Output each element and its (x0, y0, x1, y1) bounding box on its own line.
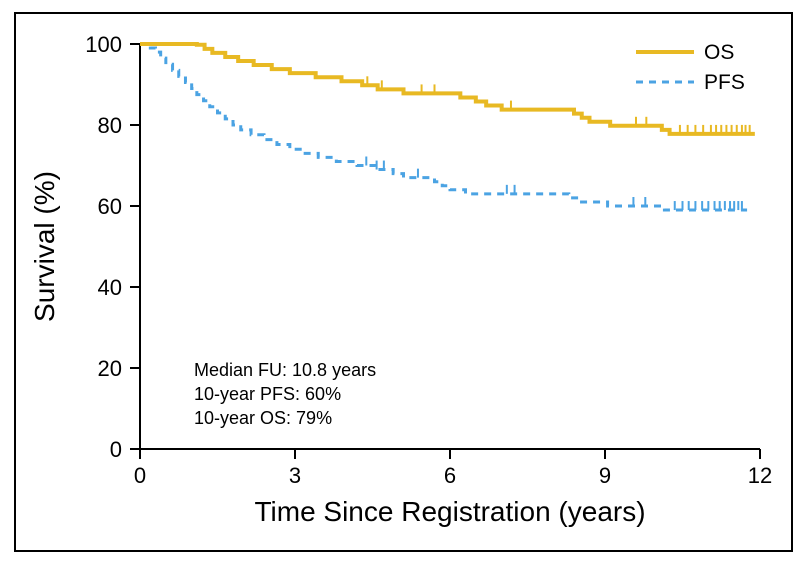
chart-frame: 0 3 6 9 12 0 20 40 60 80 100 Time Since Registratio… (14, 12, 793, 552)
survival-chart: 0 3 6 9 12 0 20 40 60 80 100 Time Since Registratio… (16, 14, 791, 550)
svg-text:Time Since Registration (years: Time Since Registration (years) (254, 496, 645, 527)
svg-text:9: 9 (599, 463, 611, 488)
svg-text:6: 6 (444, 463, 456, 488)
svg-text:0: 0 (134, 463, 146, 488)
svg-text:60: 60 (98, 194, 122, 219)
svg-text:Median FU: 10.8 years: Median FU: 10.8 years (194, 360, 376, 380)
svg-text:80: 80 (98, 113, 122, 138)
svg-text:10-year PFS: 60%: 10-year PFS: 60% (194, 384, 341, 404)
svg-text:OS: OS (704, 41, 734, 64)
svg-text:20: 20 (98, 356, 122, 381)
svg-text:12: 12 (748, 463, 772, 488)
svg-text:0: 0 (110, 437, 122, 462)
svg-text:3: 3 (289, 463, 301, 488)
svg-text:PFS: PFS (704, 71, 745, 94)
svg-text:Survival (%): Survival (%) (29, 171, 60, 322)
svg-text:40: 40 (98, 275, 122, 300)
svg-text:100: 100 (85, 32, 122, 57)
svg-text:10-year OS: 79%: 10-year OS: 79% (194, 408, 332, 428)
